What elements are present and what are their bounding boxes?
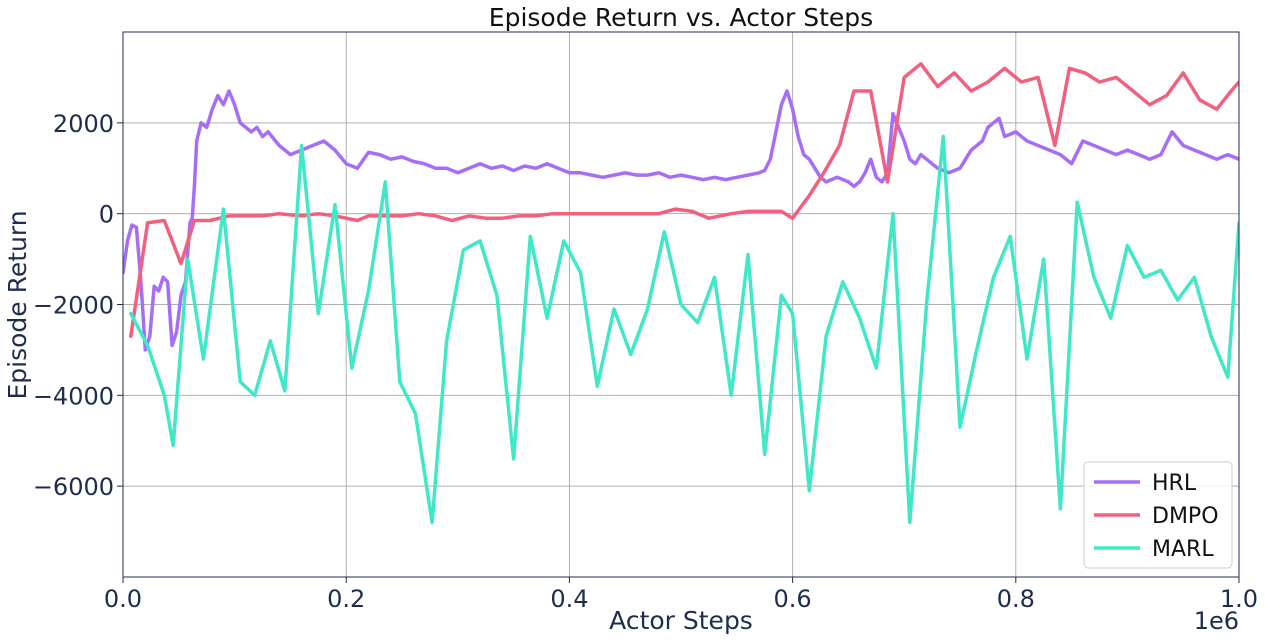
x-tick-label: 0.4: [550, 585, 588, 613]
y-tick-label: −4000: [33, 382, 114, 410]
series-line-hrl: [123, 89, 1239, 352]
x-tick-label: 0.6: [774, 585, 812, 613]
y-tick-label: 0: [99, 201, 114, 229]
series-line-marl: [129, 134, 1239, 525]
legend-box: [1083, 461, 1233, 569]
y-tick-label: −6000: [33, 473, 114, 501]
series-line-dmpo: [129, 62, 1239, 339]
y-tick-label: −2000: [33, 292, 114, 320]
x-axis: 0.0 0.2 0.4 0.6 0.8 1.0: [104, 577, 1258, 613]
x-tick-label: 0.8: [997, 585, 1035, 613]
plot-area: [123, 62, 1239, 525]
x-axis-scale-label: 1e6: [1194, 607, 1239, 635]
x-axis-label: Actor Steps: [609, 606, 753, 635]
x-tick-label: 1.0: [1220, 585, 1258, 613]
legend-label: MARL: [1152, 537, 1214, 562]
y-axis-label: Episode Return: [3, 210, 32, 399]
x-tick-label: 0.2: [327, 585, 365, 613]
y-tick-label: 2000: [53, 110, 114, 138]
legend: HRL DMPO MARL: [1083, 461, 1233, 569]
legend-label: HRL: [1152, 471, 1197, 496]
legend-label: DMPO: [1152, 504, 1219, 529]
y-axis: −6000 −4000 −2000 0 2000: [33, 110, 123, 501]
x-tick-label: 0.0: [104, 585, 142, 613]
chart-title: Episode Return vs. Actor Steps: [489, 3, 873, 32]
